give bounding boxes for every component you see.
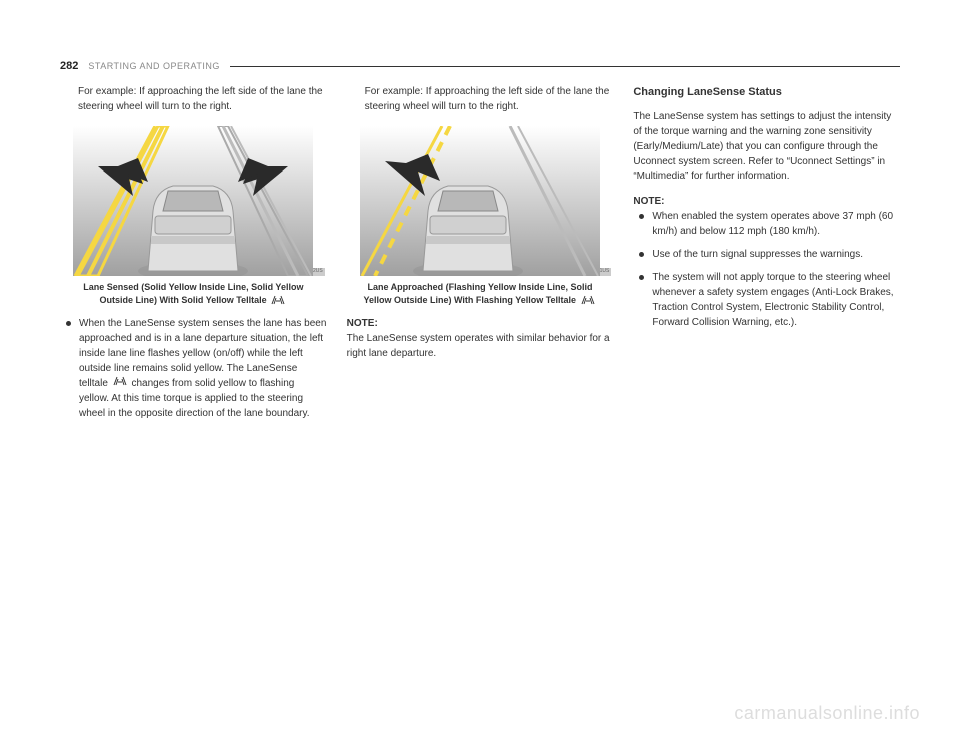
column-2: For example: If approaching the left sid… — [347, 84, 614, 429]
figure2-caption: Lane Approached (Flashing Yellow Inside … — [347, 281, 614, 306]
page-number: 282 — [60, 60, 78, 72]
col3-b2-text: Use of the turn signal suppresses the wa… — [652, 247, 900, 262]
col2-note-text: The LaneSense system operates with simil… — [347, 331, 614, 361]
col3-heading: Changing LaneSense Status — [633, 84, 900, 101]
header-rule — [230, 66, 900, 67]
bullet-icon — [639, 214, 644, 219]
figure1-caption-l1: Lane Sensed (Solid Yellow Inside Line, S… — [83, 282, 303, 292]
lane-sensed-svg — [73, 126, 313, 276]
figure-lane-approached: M0631000041US Lane Approached (Flashing … — [347, 126, 614, 306]
watermark: carmanualsonline.info — [734, 703, 920, 724]
figure1-caption-l2: Outside Line) With Solid Yellow Telltale — [100, 295, 267, 305]
col2-intro: For example: If approaching the left sid… — [347, 84, 614, 114]
col3-para1: The LaneSense system has settings to adj… — [633, 109, 900, 184]
page-header: 282 STARTING AND OPERATING — [60, 60, 900, 72]
col3-note-label: NOTE: — [633, 194, 900, 209]
bullet-icon — [639, 252, 644, 257]
column-1: For example: If approaching the left sid… — [60, 84, 327, 429]
figure-lane-sensed: M0631000042US Lane Sensed (Solid Yellow … — [60, 126, 327, 306]
col3-bullet1: When enabled the system operates above 3… — [633, 209, 900, 239]
col3-b3-text: The system will not apply torque to the … — [652, 270, 900, 330]
figure2-caption-l1: Lane Approached (Flashing Yellow Inside … — [367, 282, 592, 292]
col3-bullet3: The system will not apply torque to the … — [633, 270, 900, 330]
bullet-icon — [639, 275, 644, 280]
col1-intro: For example: If approaching the left sid… — [60, 84, 327, 114]
col1-bullet: When the LaneSense system senses the lan… — [60, 316, 327, 421]
section-title: STARTING AND OPERATING — [88, 61, 220, 71]
figure1-caption: Lane Sensed (Solid Yellow Inside Line, S… — [60, 281, 327, 306]
telltale-icon — [581, 295, 595, 305]
col2-note-label: NOTE: — [347, 316, 614, 331]
bullet-icon — [66, 321, 71, 326]
column-3: Changing LaneSense Status The LaneSense … — [633, 84, 900, 429]
col1-bullet-text: When the LaneSense system senses the lan… — [79, 316, 327, 421]
telltale-icon — [113, 376, 127, 391]
lane-approached-svg — [360, 126, 600, 276]
figure2-caption-l2: Yellow Outside Line) With Flashing Yello… — [363, 295, 576, 305]
col3-b1-text: When enabled the system operates above 3… — [652, 209, 900, 239]
col3-bullet2: Use of the turn signal suppresses the wa… — [633, 247, 900, 262]
telltale-icon — [271, 295, 285, 305]
